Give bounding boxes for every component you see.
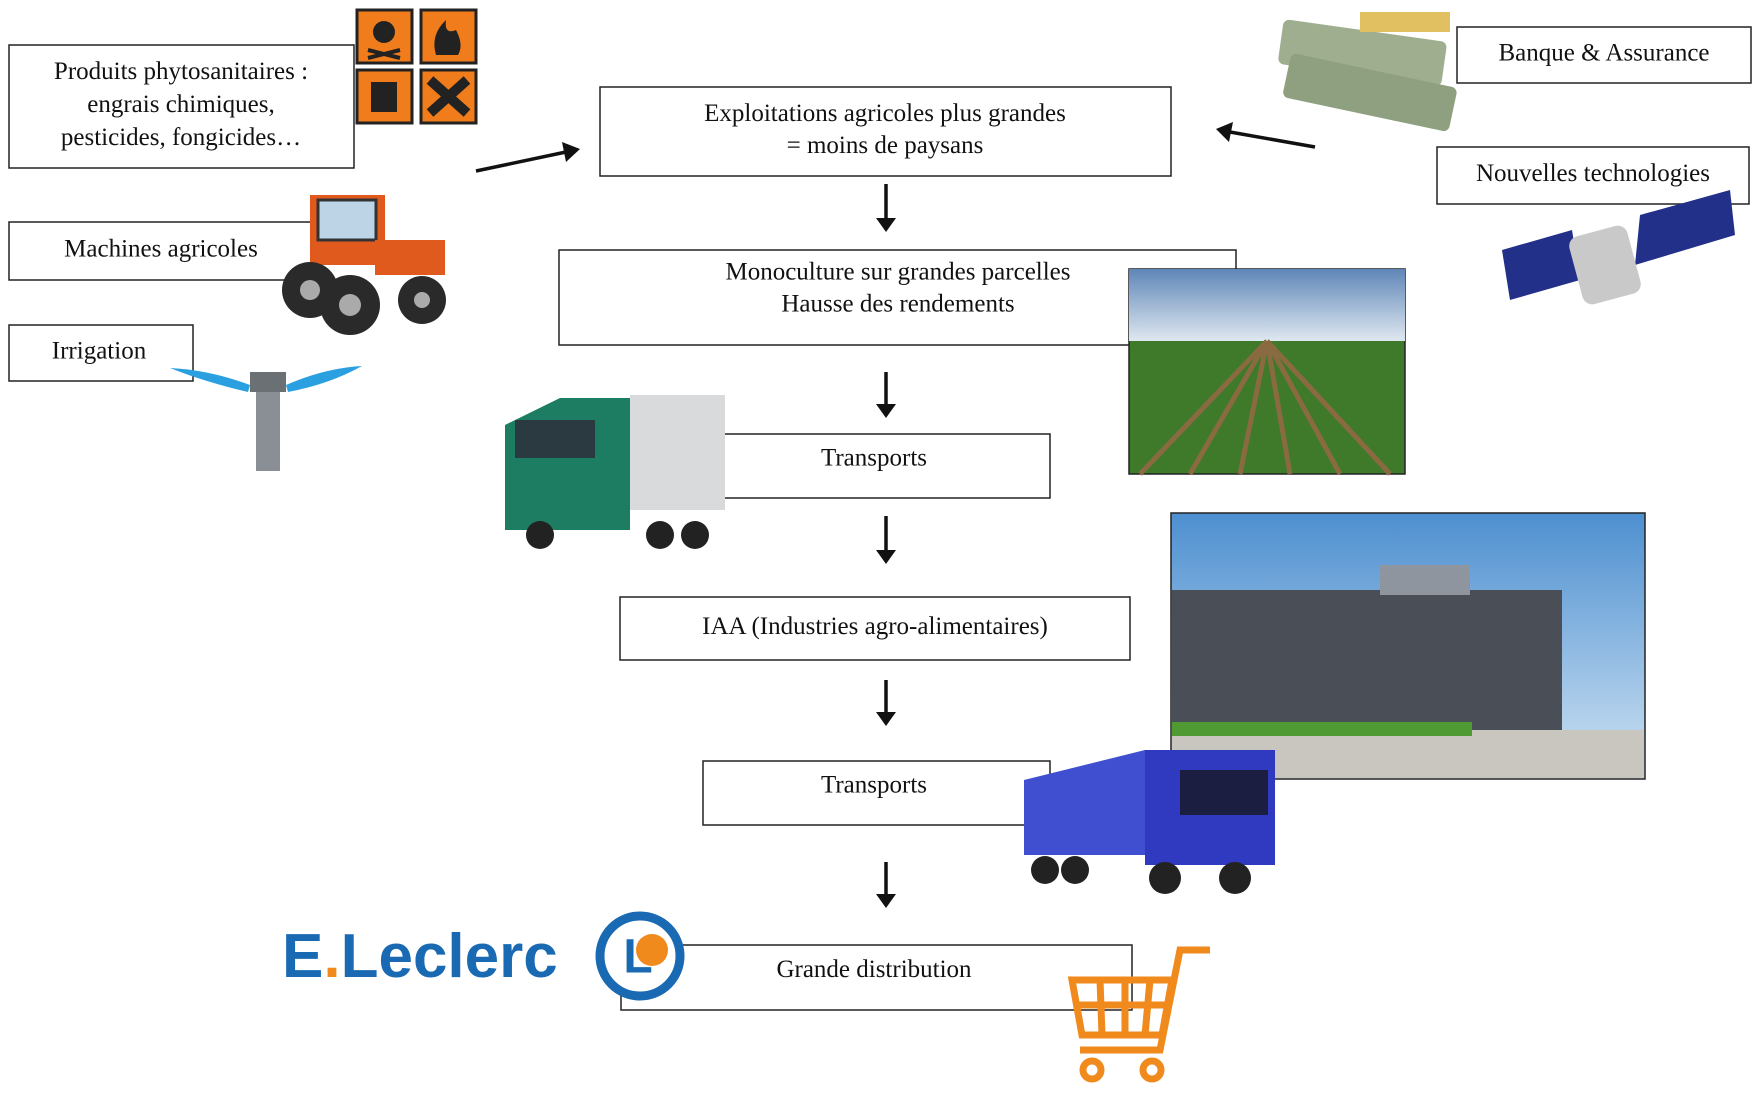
node-label: Transports [821, 772, 927, 799]
node-box [558, 249, 1237, 346]
node-box [1436, 146, 1750, 205]
node-label: Irrigation [52, 338, 147, 365]
tractor-image [282, 195, 446, 335]
logo-name: Leclerc [341, 922, 558, 991]
node-label: Exploitations agricoles plus grandes [704, 100, 1066, 127]
node-label: = moins de paysans [787, 132, 984, 159]
node-box [1456, 26, 1752, 84]
factory-photo [1170, 512, 1646, 780]
node-box [599, 86, 1172, 177]
node-box [8, 324, 194, 382]
node-box [8, 44, 355, 169]
node-label: Hausse des rendements [781, 291, 1014, 318]
node-label: Banque & Assurance [1498, 40, 1709, 67]
logo-e: E [282, 922, 323, 991]
hazard-icons [355, 8, 478, 125]
node-label: Monoculture sur grandes parcelles [725, 259, 1070, 286]
node-box [619, 596, 1131, 661]
node-box [696, 433, 1051, 499]
logo-mark: L [623, 931, 652, 984]
node-label: pesticides, fongicides… [61, 124, 301, 151]
satellite-image [1502, 190, 1735, 305]
node-label: Transports [821, 445, 927, 472]
field-photo [1128, 268, 1406, 476]
svg-text:E.Leclerc: E.Leclerc [282, 922, 558, 991]
node-box [702, 760, 1051, 826]
node-label: Machines agricoles [64, 236, 258, 263]
node-label: engrais chimiques, [87, 91, 274, 118]
node-label: Produits phytosanitaires : [54, 58, 308, 85]
money-image [1278, 12, 1457, 132]
sprinkler-image [170, 366, 362, 471]
green-truck-image [505, 395, 725, 549]
node-label: IAA (Industries agro-alimentaires) [702, 613, 1048, 640]
blue-truck-image [1024, 750, 1275, 894]
arrows [475, 122, 1316, 908]
leclerc-logo: E.Leclerc L [282, 911, 685, 1001]
node-label: Grande distribution [776, 956, 972, 983]
node-label: Nouvelles technologies [1476, 160, 1710, 187]
logo-dot: . [323, 922, 340, 991]
boxes: Produits phytosanitaires : engrais chimiq… [8, 26, 1752, 1011]
cart-image [1067, 946, 1210, 1083]
node-box [8, 221, 313, 281]
